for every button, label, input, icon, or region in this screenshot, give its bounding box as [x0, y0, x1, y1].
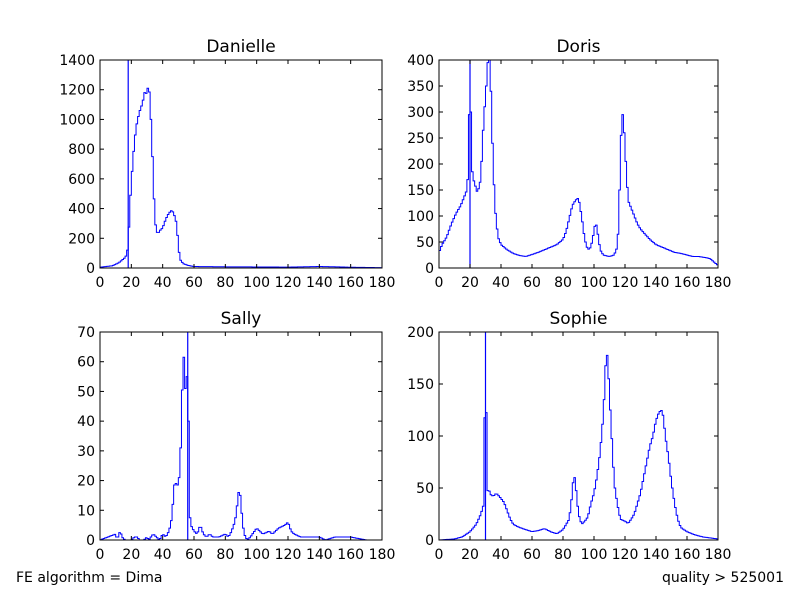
x-tick-label: 140 — [306, 275, 333, 291]
x-tick-label: 180 — [705, 275, 732, 291]
x-tick-label: 140 — [306, 547, 333, 563]
y-tick-label: 200 — [68, 231, 95, 247]
y-tick-label: 800 — [68, 142, 95, 158]
x-tick-label: 80 — [554, 275, 572, 291]
x-tick-label: 100 — [243, 547, 270, 563]
y-tick-label: 30 — [77, 444, 95, 460]
y-tick-label: 200 — [407, 325, 434, 341]
y-tick-label: 250 — [407, 131, 434, 147]
y-tick-label: 70 — [77, 325, 95, 341]
x-tick-label: 140 — [643, 275, 670, 291]
x-tick-label: 0 — [96, 275, 105, 291]
y-tick-label: 1000 — [59, 112, 95, 128]
y-tick-label: 50 — [416, 481, 434, 497]
footer-algorithm-label: FE algorithm = Dima — [16, 570, 163, 586]
x-tick-label: 160 — [674, 275, 701, 291]
x-tick-label: 60 — [185, 275, 203, 291]
y-tick-label: 60 — [77, 355, 95, 371]
x-tick-label: 180 — [369, 275, 396, 291]
y-tick-label: 0 — [425, 261, 434, 277]
x-tick-label: 100 — [243, 275, 270, 291]
y-tick-label: 100 — [407, 209, 434, 225]
y-tick-label: 40 — [77, 414, 95, 430]
y-tick-label: 50 — [77, 384, 95, 400]
subplot-title: Doris — [556, 37, 600, 57]
y-tick-label: 1200 — [59, 83, 95, 99]
x-tick-label: 20 — [122, 547, 140, 563]
subplot-title: Danielle — [206, 37, 275, 57]
subplot-title: Sally — [221, 309, 262, 329]
x-tick-label: 120 — [612, 547, 639, 563]
x-tick-label: 140 — [643, 547, 670, 563]
x-tick-label: 20 — [461, 275, 479, 291]
histogram-line — [100, 87, 382, 268]
y-tick-label: 0 — [425, 533, 434, 549]
histogram-line — [439, 354, 718, 540]
subplot-title: Sophie — [550, 309, 608, 329]
x-tick-label: 0 — [435, 547, 444, 563]
y-tick-label: 0 — [86, 533, 95, 549]
x-tick-label: 180 — [369, 547, 396, 563]
x-tick-label: 80 — [216, 547, 234, 563]
y-tick-label: 200 — [407, 157, 434, 173]
subplot-doris: 0 20 40 60 80 100 120 140 160 1800501001502002503… — [407, 37, 731, 291]
x-tick-label: 80 — [554, 547, 572, 563]
y-tick-label: 0 — [86, 261, 95, 277]
x-tick-label: 100 — [581, 547, 608, 563]
y-tick-label: 20 — [77, 474, 95, 490]
x-tick-label: 60 — [523, 275, 541, 291]
x-tick-label: 40 — [492, 547, 510, 563]
x-tick-label: 20 — [122, 275, 140, 291]
subplot-danielle: 0 20 40 60 80 100 120 140 160 180 0 200 400 600 800 100… — [59, 37, 395, 291]
x-tick-label: 40 — [154, 547, 172, 563]
y-tick-label: 300 — [407, 105, 434, 121]
x-tick-label: 20 — [461, 547, 479, 563]
x-tick-label: 0 — [96, 547, 105, 563]
y-tick-label: 400 — [407, 53, 434, 69]
x-tick-label: 180 — [705, 547, 732, 563]
histogram-line — [439, 60, 718, 266]
y-tick-label: 150 — [407, 377, 434, 393]
axes-frame — [99, 59, 383, 269]
y-tick-label: 350 — [407, 79, 434, 95]
x-tick-label: 120 — [275, 547, 302, 563]
axes-frame — [99, 331, 383, 541]
x-tick-label: 160 — [674, 547, 701, 563]
y-tick-label: 400 — [68, 202, 95, 218]
y-tick-label: 1400 — [59, 53, 95, 69]
y-tick-label: 600 — [68, 172, 95, 188]
x-tick-label: 0 — [435, 275, 444, 291]
y-tick-label: 150 — [407, 183, 434, 199]
x-tick-label: 40 — [154, 275, 172, 291]
x-tick-label: 160 — [337, 547, 364, 563]
x-tick-label: 120 — [275, 275, 302, 291]
y-tick-label: 50 — [416, 235, 434, 251]
subplot-sally: 0 20 40 60 80 100 120 140 160 180 0 10 20 30 40 50 60 70 S… — [77, 309, 395, 563]
footer-quality-label: quality > 525001 — [662, 570, 784, 586]
x-tick-label: 80 — [216, 275, 234, 291]
y-tick-label: 10 — [77, 503, 95, 519]
x-tick-label: 60 — [185, 547, 203, 563]
histogram-line — [100, 356, 382, 540]
x-tick-label: 60 — [523, 547, 541, 563]
x-tick-label: 100 — [581, 275, 608, 291]
x-tick-label: 160 — [337, 275, 364, 291]
x-tick-label: 40 — [492, 275, 510, 291]
x-tick-label: 120 — [612, 275, 639, 291]
y-tick-label: 100 — [407, 429, 434, 445]
subplot-sophie: 0 20 40 60 80 100 120 140 160 180050100150200Soph… — [407, 309, 731, 563]
